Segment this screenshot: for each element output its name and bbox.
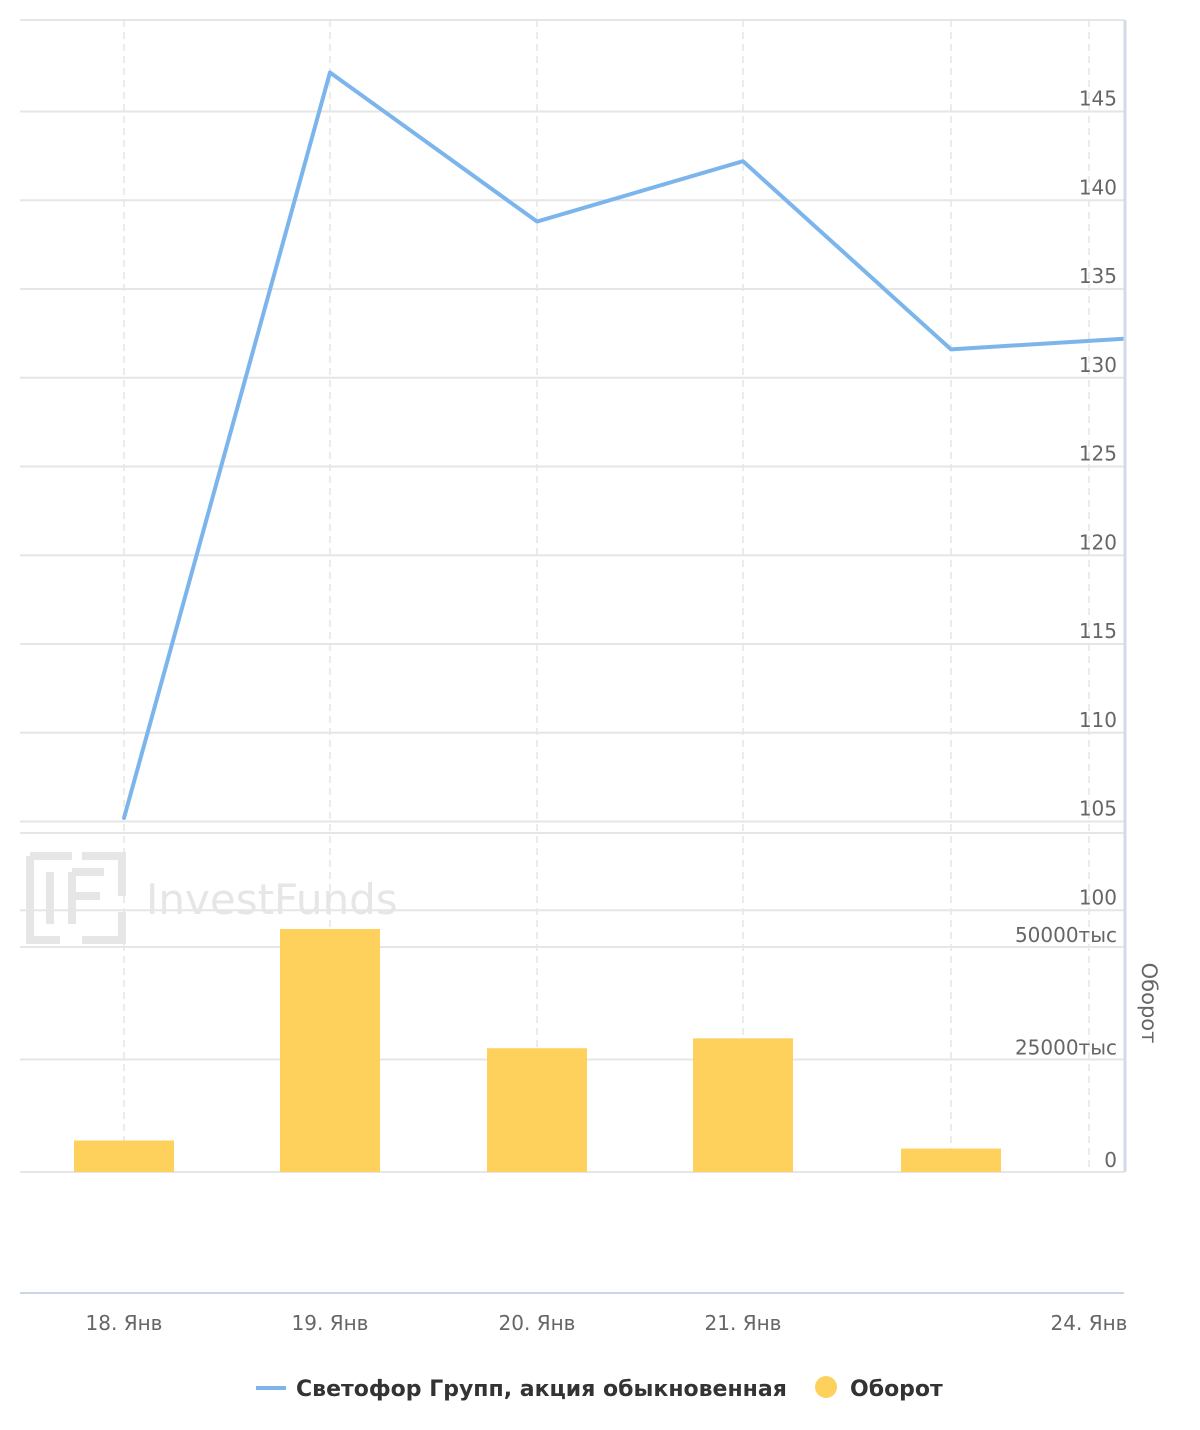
volume-tick-label: 0 [1104,1148,1117,1172]
volume-axis-title: Оборот [1137,963,1161,1044]
legend: Светофор Групп, акция обыкновенная Оборот [256,1376,943,1402]
volume-tick-label: 25000тыс [1015,1036,1117,1060]
price-tick-label: 135 [1079,264,1117,288]
volume-bar [901,1148,1001,1172]
x-tick-label: 18. Янв [86,1311,163,1335]
price-tick-label: 120 [1079,530,1117,554]
price-tick-label: 105 [1079,797,1117,821]
volume-bar [280,929,380,1172]
price-tick-label: 110 [1079,708,1117,732]
x-tick-label: 20. Янв [499,1311,576,1335]
legend-item-volume[interactable]: Оборот [815,1376,943,1402]
price-line [122,70,1126,820]
investfunds-logo-icon [26,852,126,944]
x-tick-label: 21. Янв [705,1311,782,1335]
legend-item-price[interactable]: Светофор Групп, акция обыкновенная [256,1377,787,1402]
x-tick-label: 24. Янв [1051,1311,1128,1335]
axes: 100 105 110 115 120 125 130 135 140 145 0 25000тыс 5… [20,20,1161,1335]
price-tick-label: 140 [1079,175,1117,199]
watermark-text: InvestFunds [146,875,398,924]
legend-dot-icon [815,1376,837,1398]
price-tick-label: 115 [1079,619,1117,643]
volume-bar [74,1140,174,1172]
price-tick-label: 145 [1079,87,1117,111]
watermark: InvestFunds [26,852,398,944]
x-tick-label: 19. Янв [292,1311,369,1335]
price-tick-label: 130 [1079,353,1117,377]
volume-bar [693,1038,793,1172]
volume-bars [74,929,1001,1172]
grid [20,19,1124,1173]
price-tick-label: 125 [1079,442,1117,466]
legend-label-volume: Оборот [850,1377,943,1402]
volume-tick-label: 50000тыс [1015,923,1117,947]
volume-bar [487,1048,587,1172]
price-line-layer [122,70,1126,820]
legend-label-price: Светофор Групп, акция обыкновенная [296,1377,787,1402]
price-tick-label: 100 [1079,885,1117,909]
